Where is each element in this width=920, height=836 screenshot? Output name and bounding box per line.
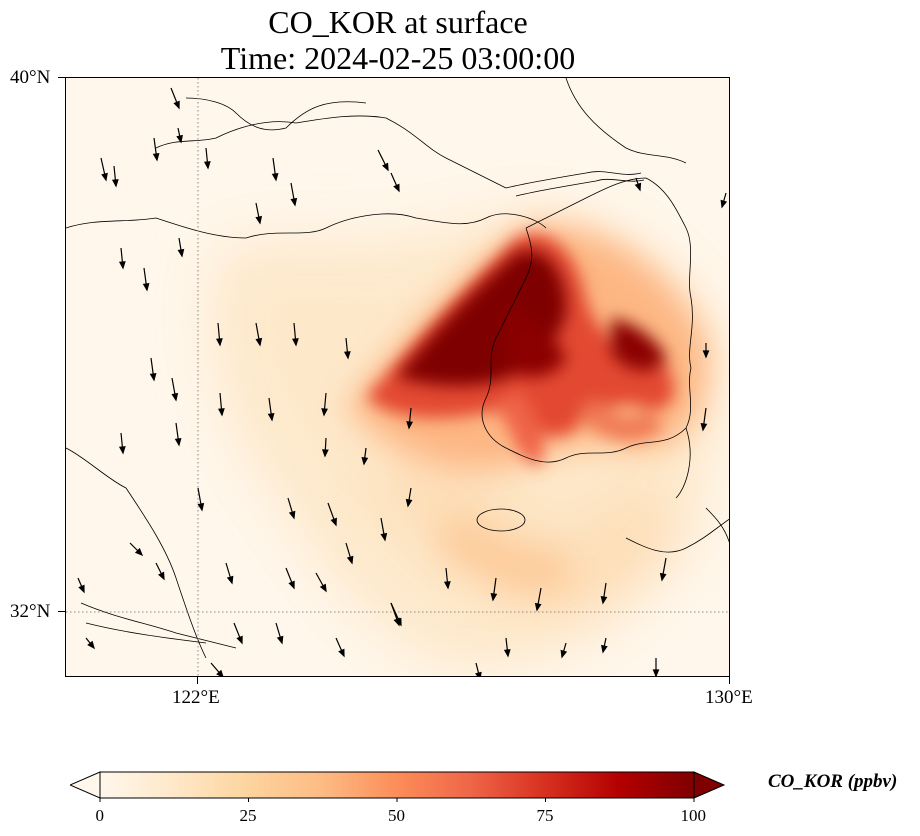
colorbar bbox=[70, 771, 726, 802]
wind-vector-shaft bbox=[475, 662, 480, 676]
wind-vector-head bbox=[659, 572, 667, 582]
wind-vector-head bbox=[226, 575, 234, 585]
lon-tick-label-130e: 130°E bbox=[705, 687, 753, 708]
wind-vector-head bbox=[443, 581, 451, 590]
wind-vector-head bbox=[152, 153, 160, 162]
wind-vector-head bbox=[702, 350, 710, 359]
wind-vector-head bbox=[255, 337, 263, 347]
wind-vector-head bbox=[330, 517, 337, 527]
wind-vector-head bbox=[142, 283, 150, 292]
wind-vector-head bbox=[343, 351, 351, 360]
wind-vector-head bbox=[203, 161, 211, 170]
wind-vector-head bbox=[134, 547, 144, 557]
wind-vector-head bbox=[560, 649, 568, 659]
colorbar-min-extend bbox=[70, 771, 101, 799]
wind-vector-head bbox=[218, 408, 225, 417]
wind-vector-head bbox=[267, 413, 275, 422]
wind-vector-head bbox=[321, 408, 328, 417]
wind-vector-head bbox=[177, 248, 185, 258]
wind-vector-head bbox=[288, 510, 296, 520]
map-time-subtitle: Time: 2024-02-25 03:00:00 bbox=[220, 40, 576, 76]
wind-vector-head bbox=[276, 635, 284, 645]
colorbar-label: CO_KOR (ppbv) bbox=[768, 771, 898, 792]
wind-vector-head bbox=[395, 617, 402, 627]
lat-tick-label-32n: 32°N bbox=[10, 601, 51, 622]
wind-vector-head bbox=[346, 555, 354, 565]
wind-vector-head bbox=[111, 179, 119, 188]
coastlines bbox=[66, 78, 729, 659]
wind-vector-head bbox=[321, 449, 329, 458]
wind-vector-head bbox=[174, 438, 182, 447]
wind-vector-head bbox=[652, 669, 660, 676]
wind-vector-head bbox=[382, 162, 389, 172]
colorbar-tick-label: 100 bbox=[680, 806, 707, 825]
lat-tick-label-40n: 40°N bbox=[10, 67, 51, 88]
wind-vector-head bbox=[393, 183, 400, 193]
wind-vectors bbox=[77, 87, 728, 676]
wind-vector-head bbox=[173, 100, 180, 110]
lon-tick-label-122e: 122°E bbox=[172, 687, 220, 708]
colorbar-tick-label: 50 bbox=[388, 806, 405, 825]
wind-vector-head bbox=[319, 583, 327, 593]
wind-vector-head bbox=[101, 172, 108, 182]
wind-vector-head bbox=[720, 199, 728, 209]
wind-vector-head bbox=[475, 671, 482, 676]
colorbar-tick-label: 75 bbox=[536, 806, 554, 825]
wind-vector-head bbox=[338, 648, 345, 658]
wind-vector-head bbox=[87, 640, 95, 650]
co-plume-core bbox=[396, 250, 666, 386]
wind-vector-head bbox=[634, 182, 642, 192]
wind-vector-head bbox=[534, 602, 542, 612]
colorbar-tick-label: 25 bbox=[239, 806, 257, 825]
wind-vector-head bbox=[600, 595, 608, 605]
wind-vector-head bbox=[158, 571, 165, 581]
map-panel[interactable] bbox=[65, 77, 730, 677]
wind-vector-head bbox=[601, 644, 608, 654]
wind-vector-head bbox=[405, 498, 413, 508]
wind-vector-head bbox=[216, 338, 223, 347]
wind-vector-head bbox=[361, 457, 369, 466]
wind-vector-head bbox=[290, 197, 298, 207]
lat-tick-mark bbox=[58, 611, 65, 612]
lon-tick-mark bbox=[729, 677, 730, 684]
gridlines bbox=[66, 78, 729, 676]
wind-vector-head bbox=[292, 338, 299, 347]
wind-vector-head bbox=[700, 423, 708, 432]
wind-vector-head bbox=[380, 532, 388, 542]
wind-vector-head bbox=[490, 593, 498, 602]
colorbar-gradient bbox=[99, 771, 695, 799]
lat-tick-mark bbox=[58, 77, 65, 78]
wind-vector-head bbox=[288, 580, 295, 590]
wind-vector-head bbox=[176, 134, 183, 144]
wind-vector-head bbox=[149, 373, 157, 382]
wind-vector-head bbox=[171, 392, 179, 402]
wind-vector-head bbox=[118, 446, 126, 455]
colorbar-max-extend bbox=[693, 771, 726, 799]
colorbar-tick-label: 0 bbox=[95, 806, 105, 825]
wind-vector-head bbox=[503, 649, 511, 658]
wind-vector-head bbox=[406, 421, 414, 430]
wind-vector-head bbox=[216, 669, 224, 676]
wind-vector-head bbox=[255, 215, 263, 225]
map-canvas bbox=[66, 78, 729, 676]
wind-vector-head bbox=[197, 502, 205, 512]
wind-vector-head bbox=[236, 635, 243, 645]
lon-tick-mark bbox=[197, 677, 198, 684]
wind-vector-head bbox=[78, 584, 85, 594]
wind-vector-head bbox=[118, 261, 126, 270]
map-title: CO_KOR at surface bbox=[268, 4, 528, 40]
wind-vector-head bbox=[271, 173, 279, 182]
